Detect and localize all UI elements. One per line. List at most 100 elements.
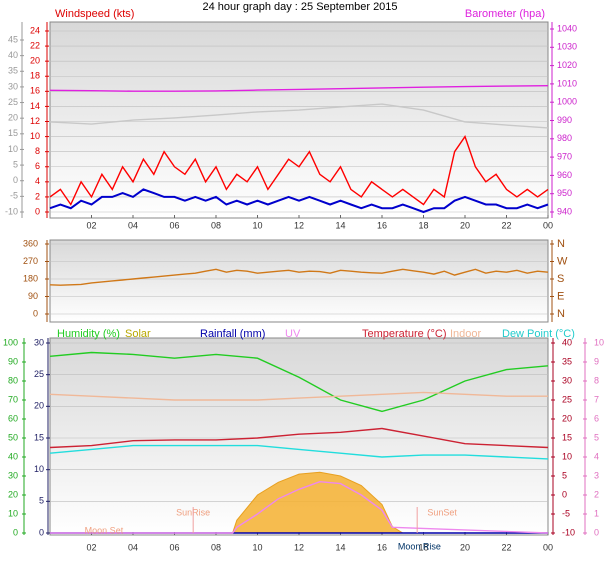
area <box>50 471 548 534</box>
y-tick-label: 100 <box>3 337 18 347</box>
legend-entry: Dew Point (°C) <box>502 328 575 340</box>
y-tick-label: 1040 <box>557 23 577 33</box>
line <box>49 135 549 206</box>
annotation: Moon Rise <box>398 541 441 551</box>
line <box>49 85 549 92</box>
y-tick-label: 9 <box>594 356 599 366</box>
y-tick-label: 30 <box>8 81 18 91</box>
y-tick-label: 1 <box>594 508 599 518</box>
y-tick-label: 15 <box>562 432 572 442</box>
axis-title: Windspeed (kts) <box>55 8 134 20</box>
y-tick-label: 6 <box>35 161 40 171</box>
y-tick-label: 30 <box>34 337 44 347</box>
y-tick-label: 0 <box>39 527 44 537</box>
y-tick-label: 20 <box>8 489 18 499</box>
x-tick-label: 02 <box>86 220 96 230</box>
y-tick-label: 5 <box>594 432 599 442</box>
y-tick-label: 360 <box>23 238 38 248</box>
x-tick-label: 14 <box>335 542 345 552</box>
x-tick-label: 16 <box>377 220 387 230</box>
y-tick-label: -5 <box>562 508 570 518</box>
y-tick-label: 24 <box>30 25 40 35</box>
y-tick-label: 50 <box>8 432 18 442</box>
line <box>49 188 549 214</box>
y-tick-label: 22 <box>30 40 40 50</box>
y-tick-label: 0 <box>33 308 38 318</box>
y-tick-label: 10 <box>594 337 604 347</box>
y-tick-label: 10 <box>34 464 44 474</box>
legend-entry: Solar <box>125 328 151 340</box>
y-tick-label: -5 <box>10 191 18 201</box>
y-tick-label: 45 <box>8 34 18 44</box>
x-tick-label: 16 <box>377 542 387 552</box>
y-tick-label: 4 <box>35 176 40 186</box>
y-tick-label: 60 <box>8 413 18 423</box>
x-tick-label: 20 <box>460 542 470 552</box>
x-tick-label: 22 <box>501 542 511 552</box>
y-tick-label: 10 <box>8 144 18 154</box>
y-tick-label: 940 <box>557 206 572 216</box>
y-tick-label: 980 <box>557 133 572 143</box>
legend-entry: Rainfall (mm) <box>200 328 265 340</box>
y-tick-label: 5 <box>13 159 18 169</box>
line <box>49 351 549 413</box>
annotation: Moon Set <box>85 525 124 535</box>
x-tick-label: 20 <box>460 220 470 230</box>
y-tick-label: 990 <box>557 115 572 125</box>
y-tick-label: 0 <box>35 206 40 216</box>
y-tick-label: 80 <box>8 375 18 385</box>
y-tick-label: 1020 <box>557 60 577 70</box>
y-tick-label: 25 <box>8 97 18 107</box>
y-tick-label: 15 <box>8 128 18 138</box>
x-tick-label: 06 <box>169 220 179 230</box>
x-tick-label: 02 <box>86 542 96 552</box>
y-tick-label: 20 <box>30 56 40 66</box>
x-tick-label: 08 <box>211 542 221 552</box>
legend-entry: Indoor <box>450 328 482 340</box>
line <box>49 427 549 449</box>
y-tick-label: 90 <box>28 291 38 301</box>
x-tick-label: 12 <box>294 220 304 230</box>
y-tick-label: 0 <box>13 175 18 185</box>
x-tick-label: 08 <box>211 220 221 230</box>
y-tick-label: 5 <box>562 470 567 480</box>
y-tick-label: E <box>557 290 564 302</box>
legend-entry: Temperature (°C) <box>362 328 446 340</box>
x-tick-label: 14 <box>335 220 345 230</box>
y-tick-label: 180 <box>23 273 38 283</box>
line <box>49 268 549 286</box>
y-tick-label: 950 <box>557 188 572 198</box>
y-tick-label: 1010 <box>557 78 577 88</box>
y-tick-label: 6 <box>594 413 599 423</box>
y-tick-label: 90 <box>8 356 18 366</box>
plot-area <box>49 21 549 219</box>
y-tick-label: 10 <box>30 131 40 141</box>
plot-area <box>49 239 549 323</box>
y-tick-label: 0 <box>594 527 599 537</box>
y-tick-label: 40 <box>562 337 572 347</box>
x-tick-label: 18 <box>418 220 428 230</box>
line <box>50 480 549 534</box>
x-tick-label: 10 <box>252 542 262 552</box>
y-tick-label: 7 <box>594 394 599 404</box>
y-tick-label: 25 <box>562 394 572 404</box>
y-tick-label: 16 <box>30 86 40 96</box>
y-tick-label: -10 <box>5 206 18 216</box>
y-tick-label: 5 <box>39 496 44 506</box>
y-tick-label: 3 <box>594 470 599 480</box>
y-tick-label: 12 <box>30 116 40 126</box>
y-tick-label: 0 <box>562 489 567 499</box>
y-tick-label: 20 <box>562 413 572 423</box>
x-tick-label: 04 <box>128 542 138 552</box>
y-tick-label: 14 <box>30 101 40 111</box>
y-tick-label: N <box>557 308 565 320</box>
y-tick-label: 8 <box>35 146 40 156</box>
y-tick-label: 25 <box>34 369 44 379</box>
y-tick-label: 4 <box>594 451 599 461</box>
y-tick-label: 0 <box>13 527 18 537</box>
x-tick-label: 00 <box>543 220 553 230</box>
x-tick-label: 00 <box>543 542 553 552</box>
x-tick-label: 06 <box>169 542 179 552</box>
y-tick-label: 40 <box>8 50 18 60</box>
